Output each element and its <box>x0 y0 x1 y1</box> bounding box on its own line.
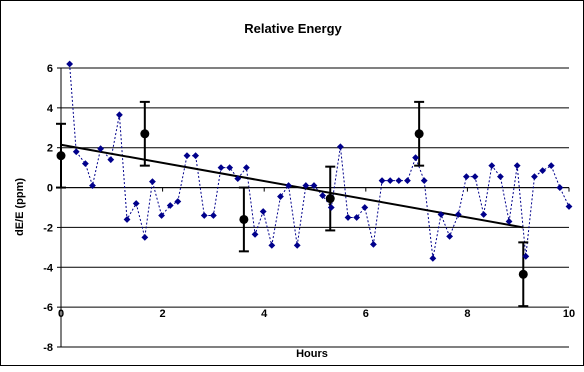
data-point <box>437 211 445 218</box>
data-point <box>404 177 411 184</box>
data-point <box>505 218 513 225</box>
x-tick-label: 6 <box>363 308 369 320</box>
mean-marker <box>518 269 528 279</box>
data-point <box>302 182 310 189</box>
data-point <box>480 211 488 218</box>
data-point <box>234 175 242 183</box>
data-point <box>539 167 546 175</box>
data-point <box>412 154 419 162</box>
data-point <box>361 204 369 211</box>
data-point <box>116 111 123 119</box>
error-bars <box>56 100 529 308</box>
chart-title: Relative Energy <box>244 21 342 36</box>
data-point <box>192 152 200 160</box>
data-point <box>217 164 225 172</box>
data-point <box>259 208 267 215</box>
trendline-path <box>60 143 524 229</box>
y-tick-label: -8 <box>43 342 53 354</box>
data-point <box>243 164 250 172</box>
series-dotted-line <box>69 63 570 259</box>
data-point <box>107 156 115 164</box>
data-point <box>293 241 301 249</box>
data-point <box>337 143 344 151</box>
series-points <box>66 60 573 262</box>
series-line-path <box>69 63 570 259</box>
x-axis-label: Hours <box>296 348 328 360</box>
data-point <box>454 211 462 218</box>
data-point <box>166 202 174 209</box>
data-point <box>89 182 96 189</box>
data-point <box>488 162 496 170</box>
data-point <box>210 212 217 219</box>
data-point <box>268 241 276 249</box>
data-point <box>497 173 504 181</box>
x-tick-labels: 0 2 4 6 8 10 <box>58 308 575 320</box>
data-point <box>471 173 479 181</box>
data-point <box>547 162 555 170</box>
data-point <box>97 145 105 153</box>
data-point <box>174 198 182 205</box>
data-point <box>158 212 165 219</box>
y-tick-label: -6 <box>43 302 53 314</box>
mean-marker <box>414 129 424 139</box>
data-point <box>446 232 454 240</box>
data-point <box>319 192 327 199</box>
data-point <box>420 177 428 184</box>
y-tick-label: -4 <box>43 262 54 274</box>
data-point <box>556 184 564 191</box>
mean-marker <box>140 129 150 139</box>
data-point <box>386 177 394 184</box>
data-point <box>123 216 131 223</box>
data-point <box>149 178 156 185</box>
data-point <box>141 233 149 241</box>
mean-marker <box>56 151 66 161</box>
y-tick-label: -2 <box>43 222 53 234</box>
data-point <box>462 173 470 181</box>
data-point <box>285 182 292 189</box>
trendline <box>60 143 524 229</box>
data-point <box>72 148 80 156</box>
data-point <box>370 240 377 248</box>
mean-marker <box>239 214 249 224</box>
data-point <box>310 182 318 189</box>
data-point <box>565 203 573 210</box>
y-tick-label: 2 <box>47 143 53 155</box>
mean-marker <box>325 194 335 204</box>
x-tick-label: 10 <box>563 308 575 320</box>
data-point <box>200 212 208 219</box>
data-point <box>226 164 234 172</box>
mean-markers <box>56 129 528 279</box>
data-point <box>183 152 191 160</box>
x-tick-label: 8 <box>464 308 470 320</box>
x-tick-label: 0 <box>58 308 64 320</box>
data-point <box>327 204 335 211</box>
y-tick-labels: -8 -6 -4 -2 0 2 4 6 <box>43 63 54 354</box>
data-point <box>66 60 74 68</box>
data-point <box>81 160 89 168</box>
data-point <box>344 214 352 221</box>
y-axis-label: dE/E (ppm) <box>14 178 26 236</box>
data-point <box>531 173 538 181</box>
data-point <box>429 254 437 262</box>
x-tick-label: 4 <box>261 308 268 320</box>
y-tick-label: 4 <box>47 103 54 115</box>
data-point <box>251 231 259 238</box>
data-point <box>277 193 284 200</box>
y-tick-label: 0 <box>47 183 53 195</box>
axes <box>57 67 570 348</box>
data-point <box>353 214 361 221</box>
x-tick-label: 2 <box>160 308 166 320</box>
data-point <box>522 252 530 260</box>
y-tick-label: 6 <box>47 63 53 75</box>
data-point <box>395 177 403 184</box>
data-point <box>378 177 386 184</box>
data-point <box>513 162 521 170</box>
data-point <box>132 200 140 207</box>
